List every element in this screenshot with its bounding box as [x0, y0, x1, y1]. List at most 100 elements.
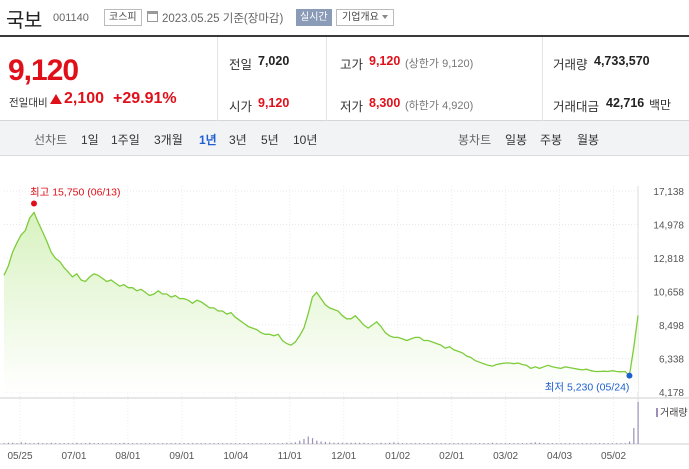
volume-bar [80, 443, 82, 444]
y-tick-label: 10,658 [653, 288, 684, 299]
volume-bar [67, 443, 69, 444]
volume-bar [380, 442, 382, 444]
volume-bar [234, 443, 237, 444]
volume-bar [144, 443, 147, 444]
volume-bar [496, 443, 498, 444]
volume-bar [191, 443, 194, 444]
volume-bar [628, 441, 631, 444]
volume-bar [470, 443, 472, 444]
x-tick-label: 09/01 [169, 451, 194, 462]
volume-value: 4,733,570 [594, 54, 650, 68]
volume-bar [431, 443, 434, 444]
volume-bar [389, 442, 391, 444]
x-tick-label: 08/01 [115, 451, 140, 462]
tab-weekly-candle[interactable]: 주봉 [540, 133, 563, 147]
volume-bar [7, 442, 9, 444]
volume-bar [89, 442, 91, 444]
volume-bar [221, 443, 224, 444]
volume-bar [316, 440, 318, 444]
volume-bar [616, 443, 618, 444]
volume-bar [474, 443, 476, 444]
volume-bar [547, 443, 549, 444]
volume-bar [269, 443, 271, 444]
volume-bar [119, 443, 121, 444]
volume-bar [624, 443, 626, 444]
basis-date: 2023.05.25 기준(장마감) [162, 13, 284, 25]
volume-bar [393, 442, 395, 444]
volume-bar [376, 443, 378, 444]
volume-bar [127, 443, 129, 444]
x-tick-label: 04/03 [547, 451, 572, 462]
volume-bar [444, 443, 446, 444]
volume-bar [517, 443, 519, 444]
high-annotation: 최고 15,750 (06/13) [30, 187, 121, 199]
company-overview-dropdown[interactable]: 기업개요 [336, 9, 394, 26]
x-tick-label: 02/01 [439, 451, 464, 462]
tab-1w[interactable]: 1주일 [111, 133, 140, 147]
tab-3m[interactable]: 3개월 [154, 133, 183, 147]
volume-bar [500, 443, 502, 444]
volume-bar [84, 443, 87, 444]
volume-bar [560, 443, 562, 444]
volume-bar [620, 443, 622, 444]
price-chart[interactable]: 17,13814,97812,81810,6588,4986,3384,178 … [0, 176, 689, 469]
volume-bar [363, 442, 365, 444]
volume-bar [179, 443, 181, 444]
volume-bar [170, 443, 172, 444]
y-tick-label: 4,178 [659, 388, 684, 399]
stock-code: 001140 [53, 12, 89, 24]
volume-bar [277, 443, 279, 444]
tab-3y[interactable]: 3년 [229, 133, 247, 147]
volume-bar [123, 442, 125, 444]
volume-bar [504, 443, 506, 444]
divider [326, 37, 327, 121]
tab-5y[interactable]: 5년 [261, 133, 279, 147]
low-annotation: 최저 5,230 (05/24) [545, 382, 630, 394]
volume-bar [247, 443, 249, 444]
volume-bar [466, 443, 468, 444]
volume-bar [603, 443, 605, 444]
volume-bar [230, 443, 232, 444]
volume-bar [586, 443, 588, 444]
volume-bar [63, 443, 65, 444]
volume-bar [299, 440, 301, 444]
x-axis-labels: 05/25 07/01 08/01 09/01 10/04 11/01 12/01 01/02… [7, 451, 626, 462]
y-tick-label: 17,138 [653, 187, 684, 198]
volume-bar [286, 442, 288, 444]
volume-bar [590, 443, 592, 444]
low-marker [626, 372, 633, 379]
volume-bar [303, 438, 305, 444]
volume-bar [311, 438, 314, 444]
realtime-button[interactable]: 실시간 [296, 9, 332, 26]
volume-bar [213, 443, 215, 444]
volume-bar [281, 443, 284, 444]
volume-bar [543, 443, 545, 444]
tab-1y[interactable]: 1년 [199, 133, 217, 147]
volume-bar [324, 441, 326, 444]
volume-bar [3, 443, 5, 444]
volume-bar [556, 443, 558, 444]
tab-10y[interactable]: 10년 [293, 133, 318, 147]
volume-bar [59, 443, 61, 444]
volume-bar [217, 443, 219, 444]
x-tick-label: 10/04 [223, 451, 248, 462]
volume-bar [508, 443, 511, 444]
divider [217, 37, 218, 121]
tab-daily-candle[interactable]: 일봉 [505, 133, 528, 147]
divider [542, 37, 543, 121]
volume-bar [611, 443, 613, 444]
volume-bar [42, 443, 44, 444]
volume-bar [24, 442, 27, 444]
x-tick-label: 03/02 [493, 451, 518, 462]
upper-limit: (상한가 9,120) [405, 58, 474, 70]
volume-bar [12, 442, 14, 444]
volume-bar [290, 442, 292, 444]
volume-bar [453, 443, 455, 444]
volume-bar [526, 443, 528, 444]
volume-bar [513, 443, 515, 444]
tab-1d[interactable]: 1일 [81, 133, 99, 147]
amount-label: 거래대금 [553, 100, 600, 114]
volume-bar [551, 443, 554, 444]
x-tick-label: 07/01 [61, 451, 86, 462]
tab-monthly-candle[interactable]: 월봉 [577, 133, 600, 147]
